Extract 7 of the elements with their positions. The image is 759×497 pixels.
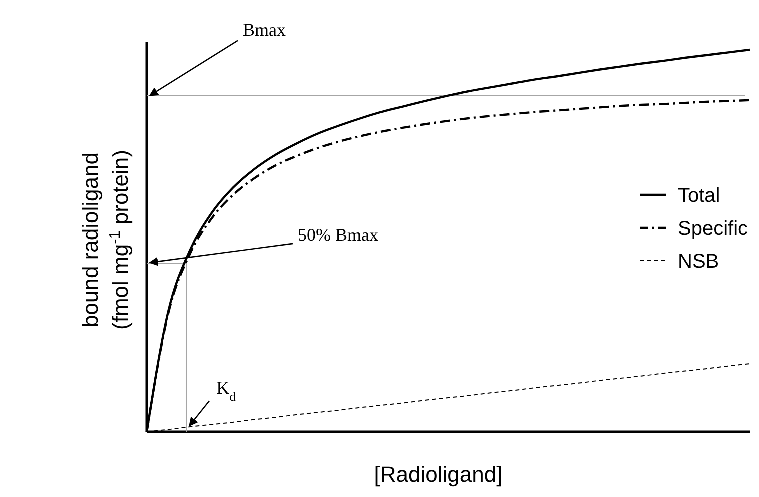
- x-axis-title: [Radioligand]: [374, 462, 503, 487]
- legend-label: Total: [678, 185, 720, 207]
- ref-line-label: Bmax: [243, 20, 286, 40]
- annotation: 50% Bmax: [298, 224, 378, 245]
- legend-label: Specific: [678, 218, 748, 240]
- legend-label: NSB: [678, 251, 720, 273]
- annotation: K$_{d}$: [216, 378, 237, 404]
